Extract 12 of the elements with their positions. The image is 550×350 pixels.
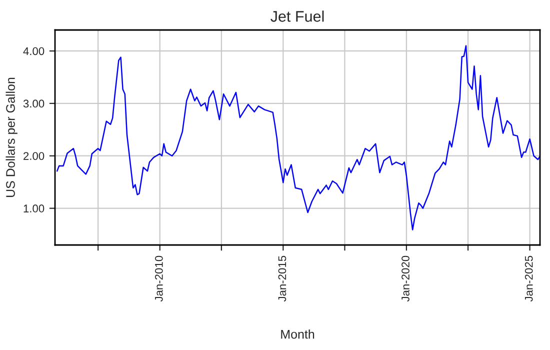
y-axis-title: US Dollars per Gallon: [6, 78, 18, 197]
x-tick-label: Jan-2015: [278, 256, 286, 302]
x-axis-title: Month: [281, 330, 314, 339]
chart-title: Jet Fuel: [270, 10, 324, 22]
y-tick-label: 3.00: [23, 100, 44, 108]
y-tick-label: 1.00: [24, 204, 44, 212]
y-tick-label: 4.00: [23, 47, 44, 56]
line-series: [56, 45, 540, 230]
x-tick-label: Jan-2025: [524, 256, 533, 302]
y-tick-label: 2.00: [24, 152, 44, 160]
x-tick-label: Jan-2010: [154, 256, 163, 302]
x-tick-label: Jan-2020: [402, 256, 410, 302]
